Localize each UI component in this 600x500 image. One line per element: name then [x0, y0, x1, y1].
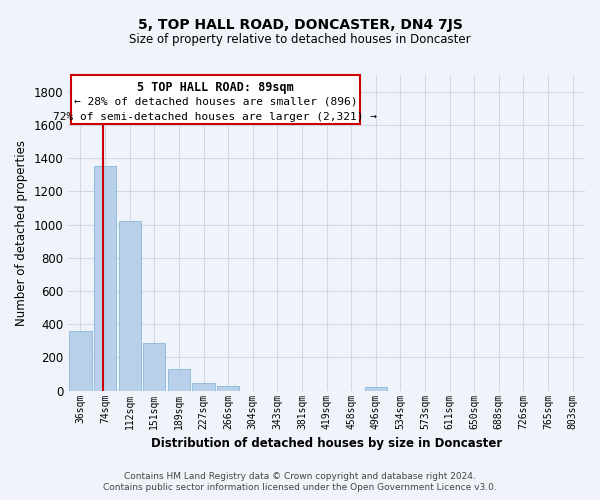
- Bar: [143, 344, 166, 390]
- Text: Contains HM Land Registry data © Crown copyright and database right 2024.: Contains HM Land Registry data © Crown c…: [124, 472, 476, 481]
- Text: ← 28% of detached houses are smaller (896): ← 28% of detached houses are smaller (89…: [74, 96, 357, 106]
- Text: 5, TOP HALL ROAD, DONCASTER, DN4 7JS: 5, TOP HALL ROAD, DONCASTER, DN4 7JS: [137, 18, 463, 32]
- FancyBboxPatch shape: [71, 75, 360, 124]
- Text: 72% of semi-detached houses are larger (2,321) →: 72% of semi-detached houses are larger (…: [53, 112, 377, 122]
- Bar: [168, 369, 190, 390]
- Text: 5 TOP HALL ROAD: 89sqm: 5 TOP HALL ROAD: 89sqm: [137, 82, 294, 94]
- Bar: [70, 331, 92, 390]
- Bar: [193, 383, 215, 390]
- X-axis label: Distribution of detached houses by size in Doncaster: Distribution of detached houses by size …: [151, 437, 502, 450]
- Text: Size of property relative to detached houses in Doncaster: Size of property relative to detached ho…: [129, 32, 471, 46]
- Bar: [119, 221, 141, 390]
- Bar: [217, 386, 239, 390]
- Bar: [94, 166, 116, 390]
- Bar: [365, 388, 387, 390]
- Text: Contains public sector information licensed under the Open Government Licence v3: Contains public sector information licen…: [103, 484, 497, 492]
- Y-axis label: Number of detached properties: Number of detached properties: [15, 140, 28, 326]
